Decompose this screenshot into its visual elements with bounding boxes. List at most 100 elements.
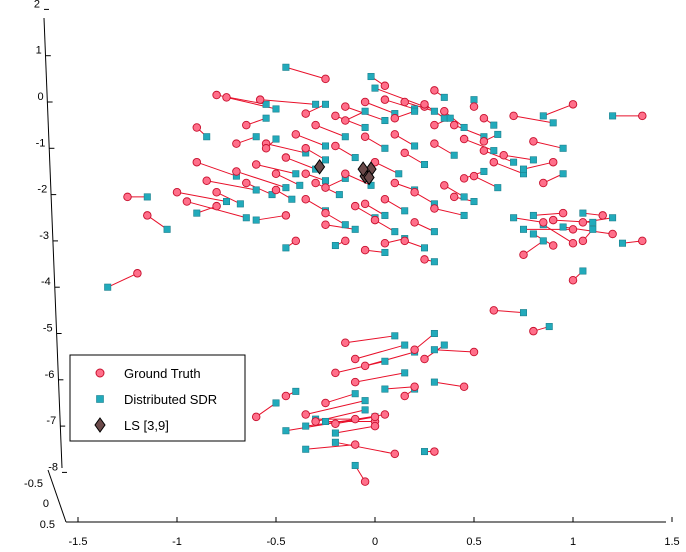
error-line — [315, 124, 346, 138]
ground-truth-point — [469, 347, 479, 357]
ground-truth-point — [192, 157, 202, 167]
sdr-point — [559, 170, 567, 178]
ground-truth-point — [271, 185, 281, 195]
ground-truth-point — [341, 236, 350, 246]
ground-truth-point — [479, 113, 489, 123]
x-tick-label: -1.5 — [69, 536, 88, 548]
ground-truth-point — [350, 201, 360, 211]
sdr-point — [371, 84, 379, 92]
ticks: -1.5 -1 -0.5 0 0.5 1 1.5-0.500.5210-1-2-3-4-5-… — [24, 0, 680, 548]
sdr-point — [381, 385, 389, 393]
ground-truth-point — [420, 354, 429, 364]
ground-truth-point — [350, 377, 360, 387]
ground-truth-point — [311, 120, 320, 130]
sdr-point — [381, 357, 389, 365]
ground-truth-point — [430, 86, 439, 95]
z-tick-label: -6 — [45, 369, 55, 381]
sdr-point — [440, 341, 448, 349]
ground-truth-point — [123, 192, 132, 202]
error-line — [206, 180, 257, 191]
ground-truth-point — [251, 160, 261, 169]
ground-truth-point — [420, 100, 429, 109]
sdr-point — [236, 200, 244, 208]
ground-truth-point — [360, 132, 370, 141]
ls-point — [313, 158, 326, 175]
sdr-point — [242, 214, 250, 222]
sdr-point — [559, 223, 567, 231]
ground-truth-point — [638, 236, 647, 246]
sdr-point — [440, 114, 448, 122]
sdr-point — [446, 114, 454, 122]
error-line — [503, 154, 534, 161]
error-line — [345, 335, 395, 344]
y-tick-label: 0 — [43, 498, 49, 510]
sdr-point — [335, 191, 343, 199]
sdr-point — [381, 211, 389, 219]
ground-truth-point — [390, 449, 400, 459]
sdr-point — [351, 390, 359, 398]
ground-truth-point — [321, 183, 330, 192]
sdr-point — [549, 119, 557, 127]
ground-truth-point — [380, 95, 390, 104]
ground-truth-point — [568, 276, 578, 285]
ground-truth-point — [568, 238, 578, 248]
ground-truth-point — [331, 419, 340, 429]
x-tick-label: -1 — [172, 536, 182, 548]
ground-truth-point — [301, 144, 310, 153]
z-axis-line — [43, 17, 63, 469]
error-line — [176, 191, 227, 203]
sdr-point — [494, 184, 502, 192]
ground-truth-point — [281, 391, 291, 401]
sdr-point — [321, 417, 329, 425]
sdr-point — [381, 117, 389, 125]
sdr-point — [460, 211, 468, 219]
sdr-point — [203, 133, 211, 141]
error-line — [493, 161, 524, 175]
ground-truth-point — [301, 169, 310, 179]
sdr-point — [559, 144, 567, 152]
sdr-point — [292, 170, 300, 178]
sdr-point — [430, 107, 438, 115]
ground-truth-point — [420, 255, 429, 264]
ground-truth-point — [479, 146, 489, 155]
sdr-point — [480, 167, 488, 175]
ground-truth-point — [509, 111, 518, 121]
ground-truth-point — [459, 382, 469, 391]
ground-truth-point — [390, 130, 400, 139]
ground-truth-point — [212, 188, 221, 197]
ground-truth-point — [232, 139, 241, 148]
sdr-point — [545, 323, 553, 331]
ground-truth-point — [370, 412, 380, 422]
ground-truth-point — [449, 120, 459, 130]
error-line — [305, 400, 366, 416]
sdr-point — [104, 283, 112, 291]
z-tick-label: -5 — [43, 323, 53, 335]
ground-truth-point — [459, 174, 469, 183]
sdr-point — [589, 218, 597, 226]
ground-truth-point — [341, 169, 350, 179]
sdr-point — [288, 195, 296, 203]
ground-truth-point — [360, 361, 370, 371]
sdr-point — [282, 63, 290, 71]
error-line — [384, 99, 415, 110]
sdr-point — [529, 230, 537, 238]
z-tick-label: -8 — [48, 461, 58, 473]
ground-truth-point — [301, 194, 310, 204]
x-tick-label: 0 — [372, 536, 378, 548]
sdr-point — [411, 142, 419, 150]
y-axis-line — [47, 469, 67, 523]
ls-point — [363, 169, 375, 186]
sdr-point — [361, 406, 369, 414]
ground-truth-point — [578, 236, 588, 246]
error-line — [582, 217, 613, 223]
ground-truth-point — [410, 188, 419, 197]
ground-truth-point — [360, 199, 370, 209]
ground-truth-point — [271, 169, 281, 179]
error-line — [483, 150, 514, 163]
sdr-point — [430, 228, 438, 236]
ground-truth-point — [341, 338, 350, 348]
sdr-point — [430, 378, 438, 386]
legend-diamond-marker — [94, 417, 106, 433]
error-line — [325, 393, 356, 404]
